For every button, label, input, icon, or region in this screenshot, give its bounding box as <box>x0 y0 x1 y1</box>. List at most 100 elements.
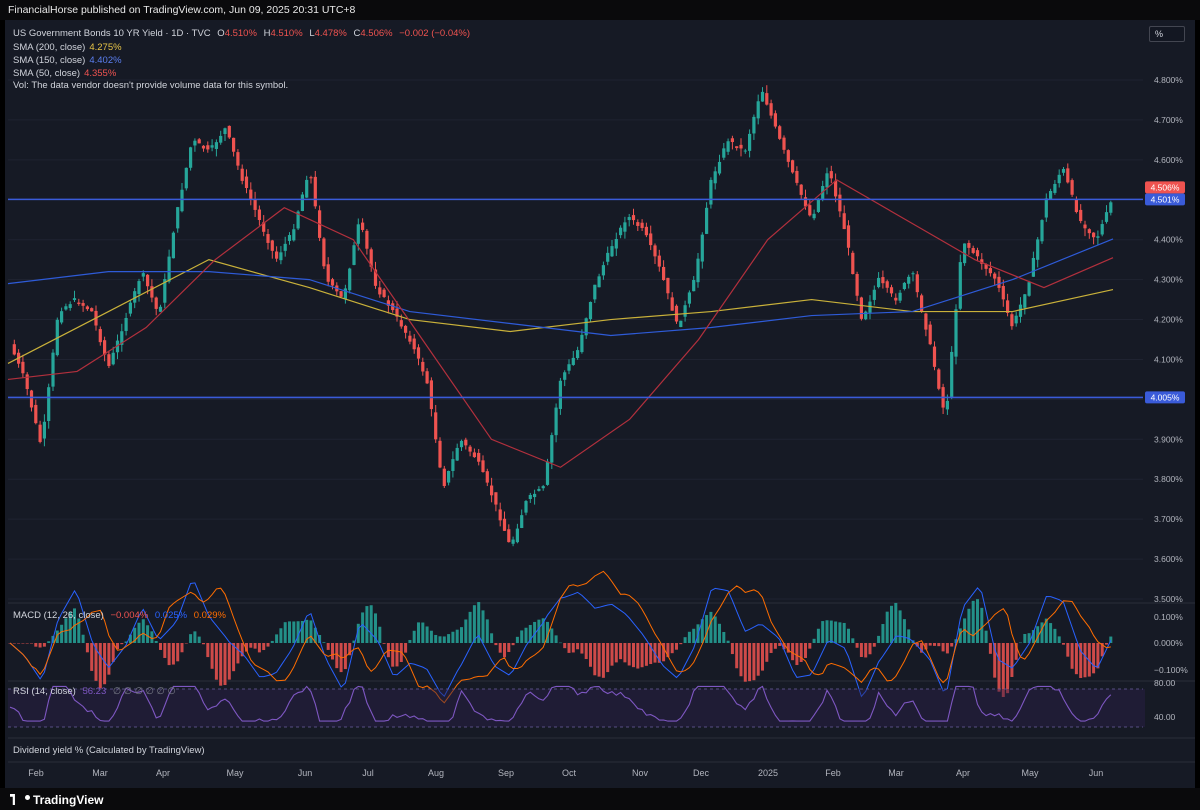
candle-body <box>662 266 666 281</box>
macd-hist-bar <box>550 628 554 643</box>
high-label: H <box>263 28 271 39</box>
macd-hist-bar <box>834 621 838 643</box>
candle-body <box>60 311 64 323</box>
tradingview-logo[interactable]: TradingView <box>10 793 103 807</box>
candle-body <box>292 229 296 241</box>
macd-signal-value: 0.029% <box>193 610 226 621</box>
x-tick-label: Mar <box>888 768 904 778</box>
x-tick-label: Jun <box>298 768 313 778</box>
candle-body <box>485 471 489 483</box>
candle-body <box>610 246 614 257</box>
sma50-label: SMA (50, close) <box>13 68 81 79</box>
macd-hist-bar <box>490 633 494 643</box>
macd-hist-bar <box>782 643 786 650</box>
macd-hist-bar <box>257 643 261 653</box>
macd-hist-bar <box>425 626 429 643</box>
sma50-legend[interactable]: SMA (50, close) 4.355% <box>13 68 116 79</box>
macd-hist-bar <box>520 630 524 643</box>
x-tick-label: Apr <box>956 768 970 778</box>
macd-hist-bar <box>21 643 25 644</box>
candle-body <box>588 301 593 320</box>
macd-hist-bar <box>511 643 515 646</box>
publisher-bar: FinancialHorse published on TradingView.… <box>0 0 1200 20</box>
candle-body <box>971 248 975 253</box>
macd-hist-bar <box>477 602 481 643</box>
candle-body <box>1010 314 1014 327</box>
macd-hist-bar <box>288 621 291 643</box>
candle-body <box>700 234 704 262</box>
dividend-legend[interactable]: Dividend yield % (Calculated by TradingV… <box>13 745 205 756</box>
candle-body <box>932 346 937 367</box>
volume-note-text: Vol: The data vendor doesn't provide vol… <box>13 80 289 91</box>
macd-hist-bar <box>55 630 59 643</box>
macd-hist-bar <box>503 643 506 658</box>
candle-body <box>68 304 72 308</box>
candle-body <box>451 459 455 471</box>
macd-hist-bar <box>593 643 597 676</box>
candle-body <box>313 176 317 207</box>
candle-body <box>498 509 502 521</box>
macd-hist-bar <box>971 600 975 643</box>
macd-hist-bar <box>623 643 627 663</box>
macd-hist-bar <box>1001 643 1005 697</box>
macd-hist-bar <box>584 643 588 660</box>
candle-body <box>103 340 107 355</box>
macd-hist-bar <box>705 615 709 643</box>
x-tick-label: Mar <box>92 768 108 778</box>
candle-body <box>477 452 481 462</box>
sma150-legend[interactable]: SMA (150, close) 4.402% <box>13 55 122 66</box>
macd-hist-bar <box>761 643 764 671</box>
y-tick-label: 3.500% <box>1154 594 1183 604</box>
candle-body <box>601 265 605 276</box>
candle-body <box>889 287 894 294</box>
candle-body <box>636 222 640 226</box>
macd-hist-bar <box>546 621 549 643</box>
x-tick-label: May <box>226 768 244 778</box>
sma200-label: SMA (200, close) <box>13 42 86 53</box>
macd-hist-bar <box>408 639 412 643</box>
macd-hist-bar <box>795 643 799 666</box>
macd-hist-bar <box>606 643 610 673</box>
macd-hist-value: −0.004% <box>110 610 149 621</box>
candle-body <box>120 331 124 345</box>
candle-body <box>111 352 115 365</box>
x-tick-label: Oct <box>562 768 577 778</box>
candle-body <box>967 242 971 248</box>
candle-body <box>21 361 25 374</box>
macd-hist-bar <box>610 643 614 666</box>
candle-body <box>803 197 808 207</box>
candle-body <box>855 273 859 296</box>
macd-hist-bar <box>279 628 283 643</box>
macd-legend[interactable]: MACD (12, 26, close) −0.004% 0.025% 0.02… <box>13 610 226 621</box>
candle-body <box>455 447 459 461</box>
candle-body <box>644 226 648 236</box>
macd-hist-bar <box>941 643 945 652</box>
candle-body <box>25 374 29 390</box>
macd-hist-bar <box>589 643 592 667</box>
macd-hist-bar <box>163 643 167 658</box>
macd-hist-bar <box>313 627 317 643</box>
macd-hist-bar <box>236 643 240 664</box>
macd-hist-bar <box>743 643 747 682</box>
macd-hist-bar <box>928 643 932 646</box>
sma200-legend[interactable]: SMA (200, close) 4.275% <box>13 42 122 53</box>
macd-hist-bar <box>12 643 16 644</box>
macd-hist-bar <box>872 643 876 647</box>
candle-body <box>244 176 249 189</box>
high-value: 4.510% <box>270 28 303 39</box>
candle-body <box>576 350 580 359</box>
macd-hist-bar <box>227 643 231 680</box>
level-price-label: 4.005% <box>1151 392 1180 402</box>
x-tick-label: Dec <box>693 768 710 778</box>
rsi-legend[interactable]: RSI (14, close) 56.23 ∅ ∅ ∅ ∅ ∅ ∅ <box>13 686 176 697</box>
tv-logo-icon <box>10 794 15 805</box>
candle-body <box>201 145 206 149</box>
candle-body <box>834 180 838 197</box>
scale-percent-button[interactable]: % <box>1149 26 1185 42</box>
y-tick-label: 3.700% <box>1154 514 1183 524</box>
sma200-value: 4.275% <box>89 42 122 53</box>
candle-body <box>928 324 932 345</box>
macd-hist-bar <box>494 643 498 646</box>
rsi-tick-label: 40.00 <box>1154 712 1176 722</box>
